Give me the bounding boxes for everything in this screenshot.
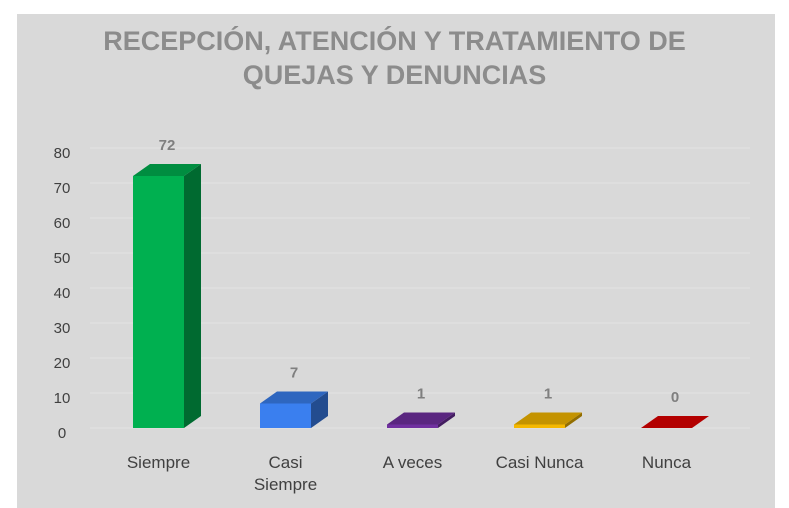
bar-front [133,176,184,428]
y-tick-label: 50 [54,250,71,267]
data-label: 1 [417,385,425,402]
bar [514,412,582,428]
bar [260,391,328,428]
x-tick-label: Nunca [641,453,692,472]
y-tick-label: 70 [54,180,71,197]
x-tick-label: Casi Siempre [253,453,318,494]
bar-top [387,412,455,425]
bar-front [387,424,438,428]
bar-front [260,403,311,428]
y-tick-label: 80 [54,145,71,162]
data-label: 72 [159,137,176,154]
bar-top [133,164,201,176]
bar-top [260,391,328,404]
data-label: 7 [290,364,298,381]
bar-side [311,391,328,428]
x-tick-label: A veces [382,453,443,472]
chart-title: RECEPCIÓN, ATENCIÓN Y TRATAMIENTO DE QUE… [103,26,686,90]
x-tick-label: Casi Nunca [495,453,584,472]
y-tick-label: 10 [54,390,71,407]
bar-top [641,416,709,428]
y-tick-label: 0 [58,425,66,442]
bar-front [514,424,565,428]
bar [641,416,709,428]
y-tick-label: 60 [54,215,71,232]
bar-top [514,412,582,425]
bar-side [184,164,201,428]
x-tick-label: Siempre [126,453,191,472]
data-label: 0 [671,389,679,406]
y-tick-label: 20 [54,355,71,372]
y-tick-label: 40 [54,285,71,302]
bar [133,164,201,428]
y-tick-label: 30 [54,320,71,337]
bar-side [565,412,582,428]
bar-side [438,412,455,428]
data-label: 1 [544,385,552,402]
bar [387,412,455,428]
